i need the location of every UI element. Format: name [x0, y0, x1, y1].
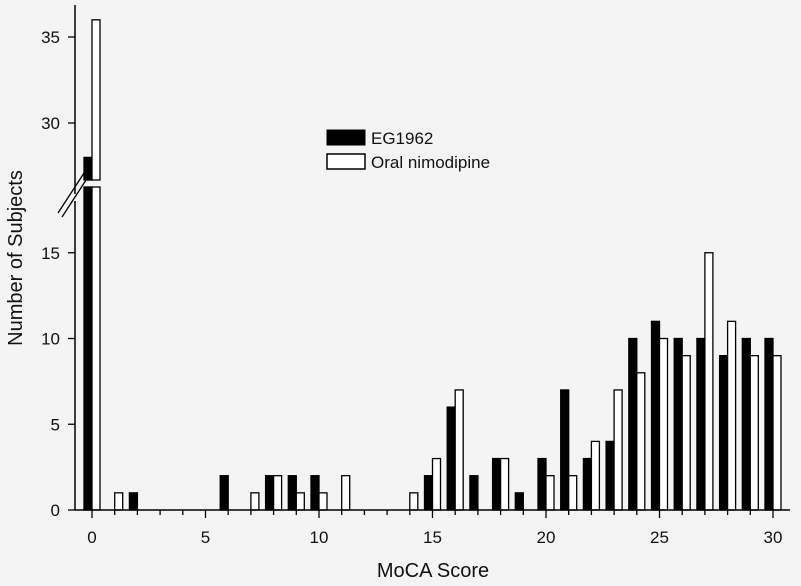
bar-eg1962-29 [741, 337, 751, 511]
x-tick-label: 10 [310, 528, 329, 547]
bar-eg1962-18 [491, 457, 502, 511]
bar-oral-nimodipine-30 [772, 354, 782, 511]
bar-eg1962-30 [764, 337, 774, 511]
axis-break-mark [57, 169, 87, 214]
bar-eg1962-17 [469, 475, 479, 511]
x-tick-label: 5 [201, 528, 210, 547]
bar-eg1962-2 [128, 492, 139, 511]
bar-eg1962-16 [446, 406, 456, 511]
bar-eg1962-8 [264, 475, 275, 511]
bar-oral-nimodipine-1 [114, 492, 124, 511]
bar-eg1962-0 [83, 186, 93, 511]
y-axis-label: Number of Subjects [5, 170, 27, 346]
bar-eg1962-28 [718, 354, 729, 511]
x-tick-label: 0 [87, 528, 96, 547]
y-tick-label: 15 [41, 244, 60, 263]
bar-eg1962-22 [582, 457, 593, 511]
bars-group [83, 19, 782, 511]
bar-eg1962-26 [673, 337, 683, 511]
legend-label-eg1962: EG1962 [371, 129, 433, 148]
legend-label-oral-nimodipine: Oral nimodipine [371, 153, 490, 172]
bar-oral-nimodipine-16 [454, 389, 464, 511]
bar-oral-nimodipine-24 [636, 372, 646, 511]
bar-oral-nimodipine-29 [749, 354, 759, 511]
bar-oral-nimodipine-0-upper [91, 19, 101, 181]
bar-eg1962-9 [287, 475, 297, 511]
bar-oral-nimodipine-27 [704, 252, 714, 511]
y-tick-label: 0 [51, 501, 60, 520]
bar-eg1962-24 [628, 337, 638, 511]
bar-oral-nimodipine-21 [568, 475, 578, 511]
legend-swatch-oral-nimodipine [326, 153, 366, 170]
legend-swatch-eg1962 [326, 129, 366, 146]
axes-group: 0 5 10 15 20 25 30 0 5 10 15 30 35 [41, 5, 790, 547]
axis-break-mark [61, 173, 91, 218]
bar-oral-nimodipine-0 [91, 186, 101, 511]
x-tick-label: 30 [764, 528, 783, 547]
bar-eg1962-21 [560, 389, 570, 511]
y-tick-label: 5 [51, 415, 60, 434]
bar-eg1962-15 [423, 475, 434, 511]
bar-eg1962-19 [514, 492, 524, 511]
bar-eg1962-10 [310, 475, 320, 511]
bar-oral-nimodipine-11 [341, 475, 351, 511]
bar-oral-nimodipine-28 [726, 320, 737, 511]
bar-eg1962-20 [537, 457, 547, 511]
bar-oral-nimodipine-23 [613, 389, 623, 511]
bar-oral-nimodipine-8 [272, 475, 283, 511]
bar-oral-nimodipine-18 [499, 457, 510, 511]
bar-oral-nimodipine-7 [250, 492, 260, 511]
bar-oral-nimodipine-10 [318, 492, 328, 511]
bar-eg1962-25 [650, 320, 661, 511]
bar-oral-nimodipine-15 [431, 457, 442, 511]
x-tick-label: 25 [650, 528, 669, 547]
bar-oral-nimodipine-25 [658, 337, 669, 511]
x-tick-label: 15 [423, 528, 442, 547]
bar-oral-nimodipine-14 [409, 492, 419, 511]
bar-oral-nimodipine-20 [545, 475, 555, 511]
y-tick-label: 30 [41, 114, 60, 133]
y-tick-label: 10 [41, 330, 60, 349]
bar-oral-nimodipine-22 [590, 440, 601, 511]
bar-eg1962-23 [605, 440, 615, 511]
legend: EG1962 Oral nimodipine [326, 129, 490, 172]
x-tick-label: 20 [537, 528, 556, 547]
y-tick-label: 35 [41, 28, 60, 47]
bar-oral-nimodipine-9 [295, 492, 305, 511]
x-axis-label: MoCA Score [377, 560, 489, 581]
bar-oral-nimodipine-26 [681, 354, 691, 511]
bar-eg1962-27 [696, 337, 706, 511]
bar-eg1962-6 [219, 475, 229, 511]
